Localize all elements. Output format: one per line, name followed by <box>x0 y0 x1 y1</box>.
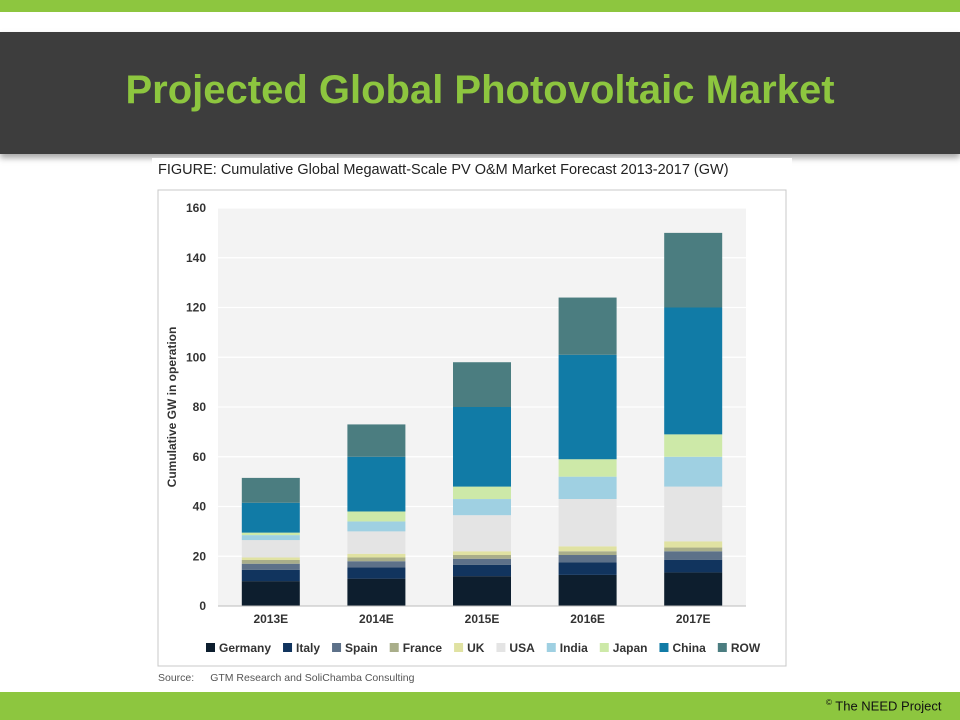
chart-figure: 0 20 40 60 80 100 120 140 160 Cumulative GW in op… <box>152 158 792 692</box>
x-tick-label: 2014E <box>359 612 394 626</box>
source-label: Source: <box>158 672 195 684</box>
legend-label-uk: UK <box>467 641 485 655</box>
legend-label-germany: Germany <box>219 641 271 655</box>
bar-segment-row <box>453 362 511 407</box>
legend-swatch-row <box>717 643 727 652</box>
bar-segment-uk <box>241 557 300 560</box>
bar-segment-italy <box>241 569 300 582</box>
bar-segment-germany <box>664 572 723 606</box>
legend-label-china: China <box>672 641 706 655</box>
bar-segment-spain <box>664 551 723 560</box>
bar-segment-italy <box>558 562 617 575</box>
bar-segment-uk <box>558 546 617 552</box>
bar-segment-japan <box>241 532 300 536</box>
bar-segment-france <box>347 557 406 562</box>
bar-segment-usa <box>347 531 406 554</box>
bar-segment-row <box>558 297 617 355</box>
bar-segment-japan <box>347 511 406 522</box>
bar-segment-france <box>453 555 511 559</box>
legend-swatch-china <box>659 643 669 652</box>
y-tick-label: 60 <box>193 450 207 464</box>
bar-segment-row <box>664 232 723 308</box>
bar-segment-japan <box>558 459 617 477</box>
legend-swatch-india <box>546 643 556 652</box>
footer-bar: © The NEED Project <box>0 692 960 720</box>
y-tick-label: 100 <box>186 350 206 364</box>
bar-segment-japan <box>453 486 511 500</box>
y-tick-label: 80 <box>193 400 207 414</box>
bar-segment-china <box>664 307 723 435</box>
bar-segment-india <box>453 499 511 516</box>
bar-segment-italy <box>664 559 723 573</box>
bar-segment-india <box>664 456 723 487</box>
copyright-notice: © The NEED Project <box>826 698 942 713</box>
y-tick-label: 40 <box>193 500 207 514</box>
legend-swatch-uk <box>454 643 464 652</box>
bar-segment-row <box>241 477 300 503</box>
bar-segment-italy <box>347 567 406 579</box>
figure-caption: FIGURE: Cumulative Global Megawatt-Scale… <box>158 162 729 178</box>
bar-segment-india <box>241 535 300 541</box>
legend-label-italy: Italy <box>296 641 320 655</box>
bar-segment-uk <box>664 541 723 548</box>
source-text: GTM Research and SoliChamba Consulting <box>210 672 415 684</box>
bar-segment-france <box>241 559 300 564</box>
legend-swatch-italy <box>283 643 293 652</box>
legend-label-usa: USA <box>509 641 535 655</box>
bar-segment-uk <box>453 551 511 556</box>
bar-segment-spain <box>558 555 617 563</box>
legend-label-india: India <box>560 641 588 655</box>
legend-swatch-spain <box>332 643 342 652</box>
bar-segment-usa <box>241 540 300 558</box>
bar-segment-usa <box>558 499 617 547</box>
y-tick-label: 0 <box>199 599 206 613</box>
bar-segment-row <box>347 424 406 457</box>
x-tick-label: 2017E <box>676 612 711 626</box>
legend-swatch-germany <box>206 643 215 652</box>
bar-segment-china <box>453 407 511 487</box>
bar-segment-spain <box>453 558 511 565</box>
legend-label-japan: Japan <box>613 641 648 655</box>
bar-segment-china <box>241 502 300 533</box>
bar-segment-uk <box>347 553 406 558</box>
bar-segment-spain <box>347 561 406 568</box>
top-accent-stripe <box>0 0 960 12</box>
bar-segment-china <box>558 354 617 460</box>
x-tick-label: 2015E <box>465 612 500 626</box>
bar-segment-germany <box>241 581 300 606</box>
bar-segment-germany <box>453 576 511 606</box>
bar-segment-germany <box>558 574 617 606</box>
legend-swatch-france <box>389 643 399 652</box>
bar-segment-france <box>558 551 617 556</box>
stacked-bar-chart: 0 20 40 60 80 100 120 140 160 Cumulative GW in op… <box>157 189 787 667</box>
bar-segment-china <box>347 456 406 512</box>
x-tick-label: 2016E <box>570 612 605 626</box>
bar-segment-france <box>664 547 723 552</box>
bar-segment-japan <box>664 434 723 457</box>
copyright-symbol: © <box>826 698 832 707</box>
x-tick-label: 2013E <box>253 612 288 626</box>
legend-label-spain: Spain <box>345 641 378 655</box>
legend-label-france: France <box>403 641 443 655</box>
legend-label-row: ROW <box>731 641 761 655</box>
bar-segment-india <box>347 521 406 532</box>
y-tick-label: 140 <box>186 251 206 265</box>
bar-segment-germany <box>347 578 406 606</box>
bar-segment-spain <box>241 563 300 570</box>
y-axis-label: Cumulative GW in operation <box>165 327 179 488</box>
slide-title: Projected Global Photovoltaic Market <box>125 68 835 112</box>
copyright-text: The NEED Project <box>831 698 942 714</box>
bar-segment-india <box>558 476 617 500</box>
y-tick-label: 160 <box>186 201 206 215</box>
source-line: Source: GTM Research and SoliChamba Consu… <box>158 672 414 684</box>
bar-segment-usa <box>664 486 723 542</box>
title-bar: Projected Global Photovoltaic Market <box>0 32 960 154</box>
legend-swatch-japan <box>599 643 609 652</box>
bar-segment-usa <box>453 515 511 552</box>
y-tick-label: 20 <box>193 549 207 563</box>
legend-swatch-usa <box>496 643 506 652</box>
bar-segment-italy <box>453 564 511 577</box>
y-tick-label: 120 <box>186 301 206 315</box>
